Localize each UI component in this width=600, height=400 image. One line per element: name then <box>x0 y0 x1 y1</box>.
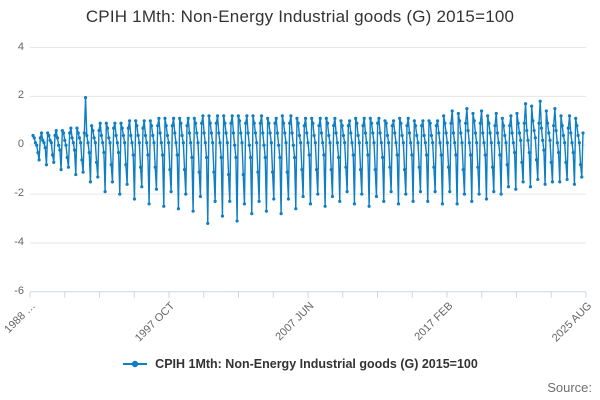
series-plot <box>29 47 587 298</box>
y-axis-tick-label: 2 <box>17 89 24 101</box>
y-axis-tick-label: -2 <box>14 187 24 199</box>
legend-marker-icon <box>123 360 148 368</box>
y-axis-tick-label: 0 <box>17 138 24 150</box>
source-label: Source: <box>547 380 592 395</box>
legend-item[interactable]: CPIH 1Mth: Non-Energy Industrial goods (… <box>0 357 600 371</box>
y-axis-tick-label: -4 <box>14 236 24 248</box>
plot-area: 4 2 0 -2 -4 -6 1988 … 1997 OCT 2007 JUN … <box>3 41 595 344</box>
y-axis-tick-label: -6 <box>14 285 24 297</box>
chart-title: CPIH 1Mth: Non-Energy Industrial goods (… <box>85 7 515 26</box>
legend-label: CPIH 1Mth: Non-Energy Industrial goods (… <box>155 357 478 371</box>
y-axis-tick-label: 4 <box>17 41 24 53</box>
